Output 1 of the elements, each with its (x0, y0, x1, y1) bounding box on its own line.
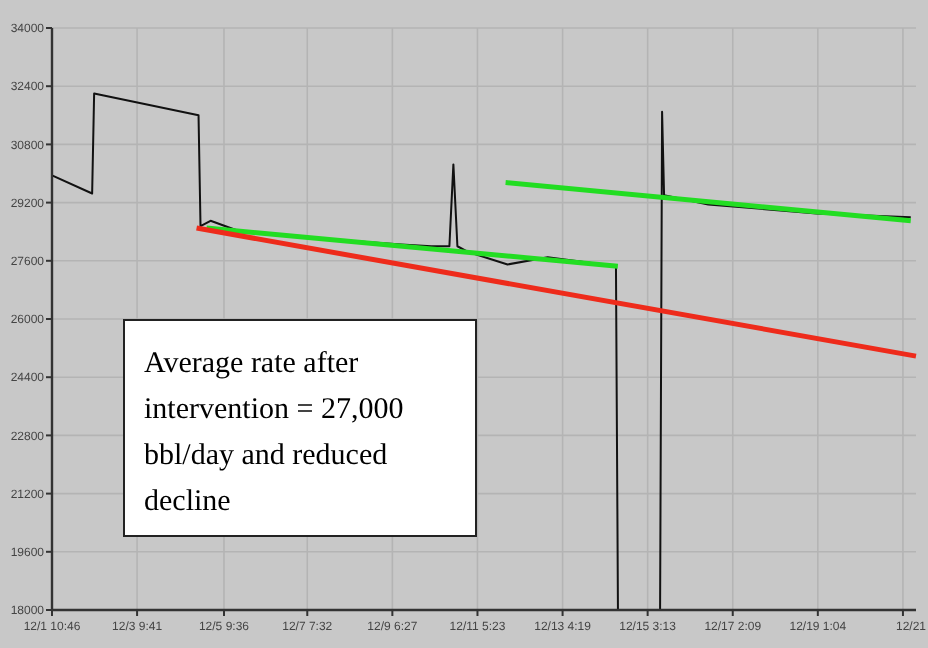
annotation: Average rate after intervention = 27,000 bbl/day and reduced decline (144, 348, 404, 518)
